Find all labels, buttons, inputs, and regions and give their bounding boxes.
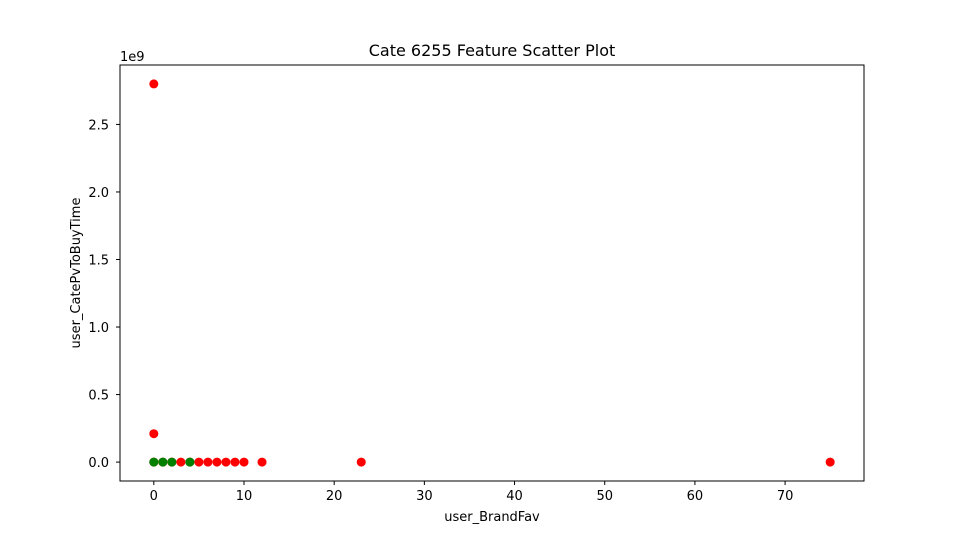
scatter-point — [203, 457, 213, 467]
y-tick-label: 1.5 — [88, 253, 109, 268]
y-axis-offset-label: 1e9 — [120, 50, 145, 65]
scatter-point — [149, 429, 159, 439]
x-tick-label: 50 — [596, 489, 613, 504]
scatter-point — [356, 457, 366, 467]
scatter-point — [176, 457, 186, 467]
scatter-point — [239, 457, 249, 467]
x-tick-label: 20 — [326, 489, 343, 504]
x-tick-label: 70 — [777, 489, 794, 504]
x-tick-label: 10 — [236, 489, 253, 504]
x-tick-label: 40 — [506, 489, 523, 504]
chart-title: Cate 6255 Feature Scatter Plot — [369, 41, 616, 60]
axis-ticks: 0 10 20 30 40 50 60 70 0.0 0.5 1.0 1.5 2.0 2.5 — [88, 118, 793, 504]
scatter-point — [221, 457, 231, 467]
y-tick-label: 0.0 — [88, 456, 109, 471]
scatter-point — [158, 457, 168, 467]
scatter-point — [149, 457, 159, 467]
x-tick-label: 0 — [150, 489, 158, 504]
y-tick-label: 1.0 — [88, 321, 109, 336]
plot-frame — [119, 64, 865, 482]
scatter-point — [185, 457, 195, 467]
y-tick-label: 2.0 — [88, 186, 109, 201]
scatter-point — [194, 457, 204, 467]
scatter-point — [149, 79, 159, 89]
x-tick-label: 30 — [416, 489, 433, 504]
scatter-point — [257, 457, 267, 467]
scatter-point — [212, 457, 222, 467]
scatter-point — [825, 457, 835, 467]
x-axis-label: user_BrandFav — [444, 510, 540, 525]
y-tick-label: 0.5 — [88, 389, 109, 404]
scatter-point — [167, 457, 177, 467]
scatter-point — [230, 457, 240, 467]
x-tick-label: 60 — [687, 489, 704, 504]
y-axis-label: user_CatePvToBuyTime — [69, 198, 84, 349]
y-tick-label: 2.5 — [88, 118, 109, 133]
data-points — [149, 79, 835, 467]
